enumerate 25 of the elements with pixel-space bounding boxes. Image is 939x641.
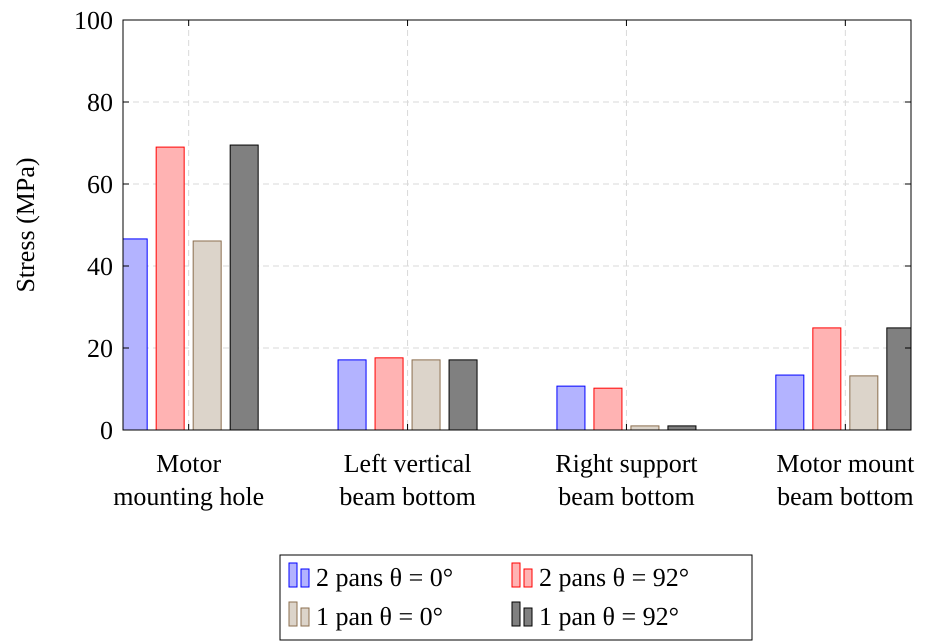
x-tick-label: Left vertical beam bottom [339,449,476,511]
legend-label: 2 pans θ = 92° [539,563,690,592]
legend-label: 1 pan θ = 0° [316,602,444,631]
bar [775,374,804,430]
bar [156,146,185,430]
y-tick-label: 80 [87,88,113,118]
x-tick-label: Motor mounting hole [113,449,264,511]
x-tick-label: Motor mount beam bottom [776,449,916,511]
y-tick-label: 100 [74,6,113,36]
legend-label: 1 pan θ = 92° [539,602,680,631]
bar [192,240,222,430]
bar [812,327,842,430]
bar [556,386,586,430]
bar [593,388,622,430]
y-axis-title: Stress (MPa) [11,157,40,293]
bar [849,375,878,430]
bar [374,357,404,430]
legend-label: 2 pans θ = 0° [316,563,454,592]
bar [412,359,441,430]
x-tick-label: Right support beam bottom [555,449,698,511]
y-tick-label: 40 [87,252,113,282]
y-tick-label: 60 [87,170,113,200]
bar [338,359,367,430]
y-tick-label: 0 [100,416,113,446]
y-tick-label: 20 [87,334,113,364]
